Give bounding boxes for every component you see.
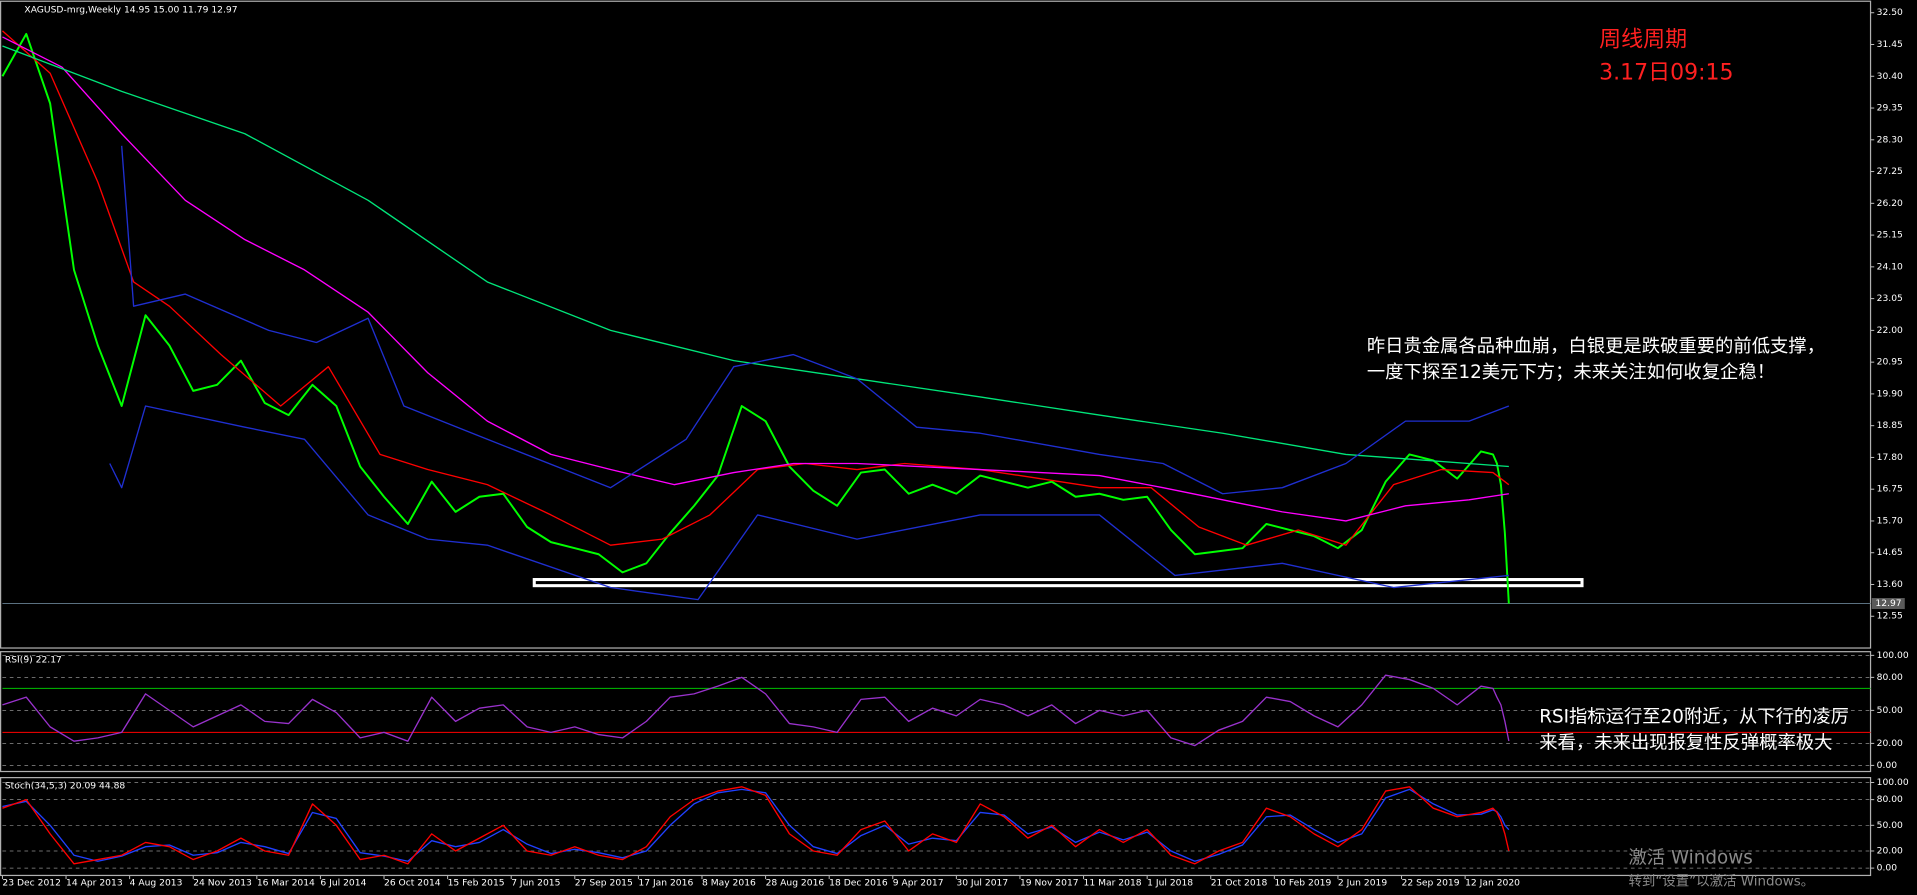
y-tick-label: 24.10 [1877, 261, 1903, 272]
y-tick-label: 26.20 [1877, 198, 1903, 209]
panel-title: Stoch(34,5,3) 20.09 44.88 [5, 781, 126, 792]
x-tick-label: 19 Nov 2017 [1020, 877, 1079, 888]
y-tick-label: 100.00 [1877, 777, 1909, 788]
y-tick-label: 15.70 [1877, 515, 1903, 526]
series-line [2, 786, 1510, 865]
series-line [1, 30, 1510, 546]
y-tick-label: 20.00 [1877, 845, 1903, 856]
y-tick-label: 80.00 [1877, 672, 1903, 683]
period-label: 周线周期 [1599, 27, 1687, 52]
series-line [2, 788, 1510, 862]
y-tick-label: 16.75 [1877, 484, 1903, 495]
panel-title: RSI(9) 22.17 [5, 655, 62, 666]
x-tick-label: 8 May 2016 [702, 877, 756, 888]
x-tick-label: 24 Nov 2013 [193, 877, 252, 888]
x-tick-label: 22 Sep 2019 [1402, 877, 1460, 888]
y-tick-label: 19.90 [1877, 388, 1903, 399]
y-tick-label: 22.00 [1877, 325, 1903, 336]
y-tick-label: 80.00 [1877, 794, 1903, 805]
y-tick-label: 30.40 [1877, 71, 1903, 82]
x-tick-label: 17 Jan 2016 [638, 877, 693, 888]
price-note: 昨日贵金属各品种血崩，白银更是跌破重要的前低支撑， [1367, 336, 1825, 357]
y-tick-label: 0.00 [1877, 760, 1898, 771]
y-tick-label: 31.45 [1877, 39, 1903, 50]
series-line [1, 32, 1510, 604]
y-tick-label: 0.00 [1877, 863, 1898, 874]
x-tick-label: 4 Aug 2013 [130, 877, 183, 888]
y-tick-label: 50.00 [1877, 705, 1903, 716]
support-zone [532, 578, 1584, 588]
x-tick-label: 10 Feb 2019 [1274, 877, 1331, 888]
x-tick-label: 15 Feb 2015 [448, 877, 505, 888]
x-tick-label: 18 Dec 2016 [829, 877, 888, 888]
series-line [2, 674, 1510, 747]
x-tick-label: 14 Apr 2013 [66, 877, 123, 888]
time-label: 3.17日09:15 [1599, 60, 1733, 85]
x-tick-label: 2 Jun 2019 [1338, 877, 1387, 888]
x-tick-label: 9 Apr 2017 [893, 877, 944, 888]
y-tick-label: 28.30 [1877, 134, 1903, 145]
series-line [2, 45, 1509, 468]
x-tick-label: 16 Mar 2014 [257, 877, 315, 888]
panel-border [0, 0, 1872, 649]
series-line [109, 405, 1509, 601]
rsi-note: RSI指标运行至20附近，从下行的凌厉 [1539, 707, 1849, 728]
x-tick-label: 7 Jun 2015 [511, 877, 560, 888]
x-tick-label: 1 Jul 2018 [1147, 877, 1193, 888]
panel-border [0, 651, 1872, 773]
x-tick-label: 23 Dec 2012 [2, 877, 60, 888]
y-tick-label: 29.35 [1877, 103, 1903, 114]
y-tick-label: 100.00 [1877, 650, 1909, 661]
x-tick-label: 6 Jul 2014 [320, 877, 366, 888]
x-tick-label: 12 Jan 2020 [1465, 877, 1520, 888]
y-tick-label: 17.80 [1877, 452, 1903, 463]
price-tag-label: 12.97 [1875, 598, 1901, 609]
watermark-title: 激活 Windows [1628, 847, 1752, 868]
series-line [121, 145, 1510, 495]
y-tick-label: 25.15 [1877, 230, 1903, 241]
price-tag [1871, 598, 1905, 610]
y-tick-label: 18.85 [1877, 420, 1903, 431]
price-note: 一度下探至12美元下方；未来关注如何收复企稳！ [1367, 362, 1775, 383]
x-tick-label: 27 Sep 2015 [575, 877, 633, 888]
y-tick-label: 20.00 [1877, 738, 1903, 749]
panel-border [0, 777, 1872, 877]
x-tick-label: 30 Jul 2017 [956, 877, 1008, 888]
y-tick-label: 32.50 [1877, 7, 1903, 18]
watermark-subtitle: 转到“设置”以激活 Windows。 [1628, 874, 1814, 890]
panel-title: XAGUSD-mrg,Weekly 14.95 15.00 11.79 12.9… [24, 4, 237, 15]
x-tick-label: 28 Aug 2016 [766, 877, 825, 888]
series-line [2, 36, 1509, 522]
rsi-note: 来看，未来出现报复性反弹概率极大 [1539, 732, 1832, 753]
y-tick-label: 23.05 [1877, 293, 1903, 304]
y-tick-label: 12.55 [1877, 611, 1903, 622]
y-tick-label: 50.00 [1877, 820, 1903, 831]
y-tick-label: 13.60 [1877, 579, 1903, 590]
y-tick-label: 27.25 [1877, 166, 1903, 177]
x-tick-label: 11 Mar 2018 [1084, 877, 1142, 888]
x-tick-label: 21 Oct 2018 [1211, 877, 1268, 888]
y-tick-label: 20.95 [1877, 357, 1903, 368]
x-tick-label: 26 Oct 2014 [384, 877, 441, 888]
y-tick-label: 14.65 [1877, 547, 1903, 558]
